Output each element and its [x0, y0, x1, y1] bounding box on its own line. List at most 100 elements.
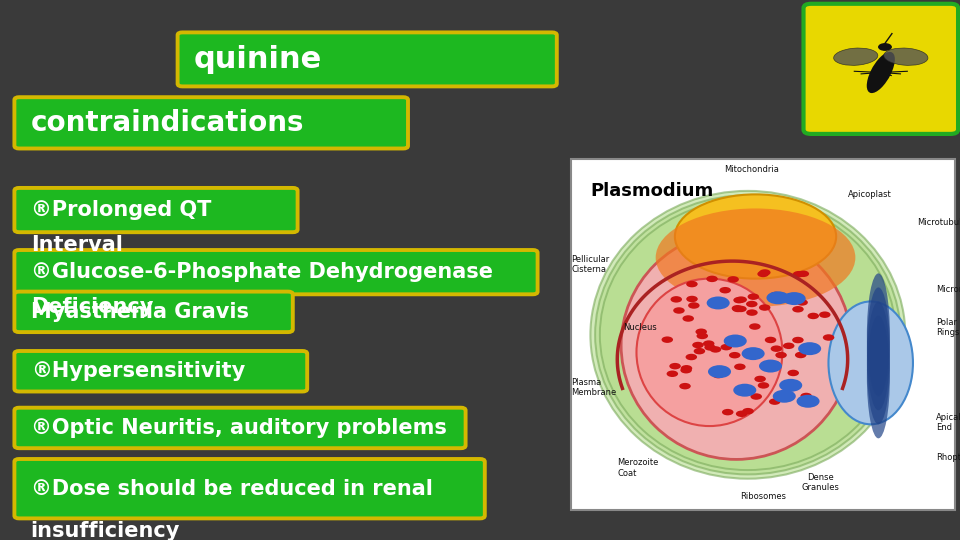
Circle shape	[703, 340, 714, 347]
Ellipse shape	[867, 315, 890, 438]
FancyBboxPatch shape	[571, 159, 955, 510]
Text: Merozoite
Coat: Merozoite Coat	[617, 458, 659, 478]
Circle shape	[748, 293, 759, 300]
Circle shape	[765, 337, 777, 343]
Text: Plasma
Membrane: Plasma Membrane	[571, 378, 616, 397]
Circle shape	[719, 287, 731, 293]
Circle shape	[797, 299, 808, 306]
Circle shape	[680, 383, 691, 389]
Circle shape	[707, 275, 718, 282]
Circle shape	[688, 302, 700, 309]
FancyBboxPatch shape	[804, 4, 958, 134]
Ellipse shape	[867, 287, 890, 410]
Circle shape	[759, 305, 771, 311]
Circle shape	[724, 334, 747, 347]
Circle shape	[695, 328, 707, 335]
Text: Polar
Rings: Polar Rings	[936, 318, 959, 338]
Text: Interval: Interval	[31, 235, 123, 255]
Circle shape	[782, 292, 805, 305]
Circle shape	[736, 410, 748, 417]
Circle shape	[757, 271, 769, 277]
Circle shape	[755, 376, 766, 382]
Circle shape	[685, 354, 697, 360]
Ellipse shape	[828, 301, 913, 424]
Text: ®Glucose-6-Phosphate Dehydrogenase: ®Glucose-6-Phosphate Dehydrogenase	[31, 262, 492, 282]
Text: Plasmodium: Plasmodium	[590, 182, 713, 200]
Text: contraindications: contraindications	[31, 109, 304, 137]
Circle shape	[766, 291, 789, 304]
Text: ®Dose should be reduced in renal: ®Dose should be reduced in renal	[31, 478, 433, 499]
Circle shape	[686, 281, 698, 287]
Circle shape	[792, 306, 804, 313]
Circle shape	[734, 363, 746, 370]
Circle shape	[669, 363, 681, 369]
Circle shape	[673, 307, 684, 314]
Ellipse shape	[884, 48, 928, 65]
Circle shape	[792, 337, 804, 343]
Ellipse shape	[867, 301, 890, 424]
Circle shape	[746, 309, 757, 316]
Circle shape	[878, 43, 892, 51]
Text: Mitochondria: Mitochondria	[724, 165, 780, 174]
Circle shape	[692, 342, 704, 348]
Circle shape	[798, 271, 809, 277]
Text: ®Prolonged QT: ®Prolonged QT	[31, 200, 211, 220]
Circle shape	[712, 372, 724, 379]
Circle shape	[783, 342, 795, 349]
Circle shape	[681, 365, 692, 372]
Circle shape	[757, 382, 769, 389]
Circle shape	[733, 297, 745, 303]
FancyBboxPatch shape	[178, 32, 557, 86]
FancyBboxPatch shape	[14, 408, 466, 448]
FancyBboxPatch shape	[14, 250, 538, 294]
Text: Rhoptry: Rhoptry	[936, 453, 960, 462]
Text: Myasthenia Gravis: Myasthenia Gravis	[31, 302, 249, 322]
Circle shape	[749, 323, 760, 330]
Ellipse shape	[656, 208, 855, 307]
Text: Apical
End: Apical End	[936, 413, 960, 432]
Circle shape	[759, 269, 771, 276]
Circle shape	[819, 312, 830, 318]
Circle shape	[735, 306, 747, 312]
Circle shape	[801, 393, 812, 399]
Circle shape	[735, 296, 747, 303]
Circle shape	[722, 409, 733, 415]
Circle shape	[709, 346, 721, 353]
Text: quinine: quinine	[194, 45, 323, 74]
Text: Ribosomes: Ribosomes	[740, 492, 786, 501]
Circle shape	[683, 315, 694, 322]
Ellipse shape	[595, 195, 900, 475]
FancyBboxPatch shape	[14, 188, 298, 232]
Circle shape	[661, 336, 673, 343]
Circle shape	[742, 408, 754, 414]
FancyBboxPatch shape	[14, 97, 408, 149]
Ellipse shape	[833, 48, 877, 65]
Circle shape	[823, 334, 834, 341]
Text: Microtubules: Microtubules	[917, 218, 960, 227]
Circle shape	[801, 345, 812, 351]
Circle shape	[694, 348, 706, 354]
Circle shape	[729, 352, 740, 359]
Circle shape	[707, 296, 730, 309]
FancyBboxPatch shape	[14, 351, 307, 392]
Circle shape	[733, 384, 756, 397]
Circle shape	[681, 367, 692, 374]
Circle shape	[773, 292, 784, 299]
Ellipse shape	[621, 231, 852, 460]
Text: ®Hypersensitivity: ®Hypersensitivity	[31, 361, 245, 381]
Circle shape	[770, 292, 781, 298]
Ellipse shape	[590, 191, 905, 479]
Circle shape	[732, 306, 744, 312]
Circle shape	[697, 333, 708, 339]
Ellipse shape	[636, 279, 782, 426]
Circle shape	[798, 342, 821, 355]
Text: Dense
Granules: Dense Granules	[802, 472, 840, 492]
Circle shape	[705, 344, 716, 350]
Circle shape	[807, 313, 819, 319]
Circle shape	[769, 361, 780, 367]
Text: Deficiency: Deficiency	[31, 297, 153, 317]
Circle shape	[795, 352, 806, 358]
Circle shape	[742, 347, 765, 360]
Circle shape	[708, 365, 731, 378]
Ellipse shape	[600, 199, 896, 470]
